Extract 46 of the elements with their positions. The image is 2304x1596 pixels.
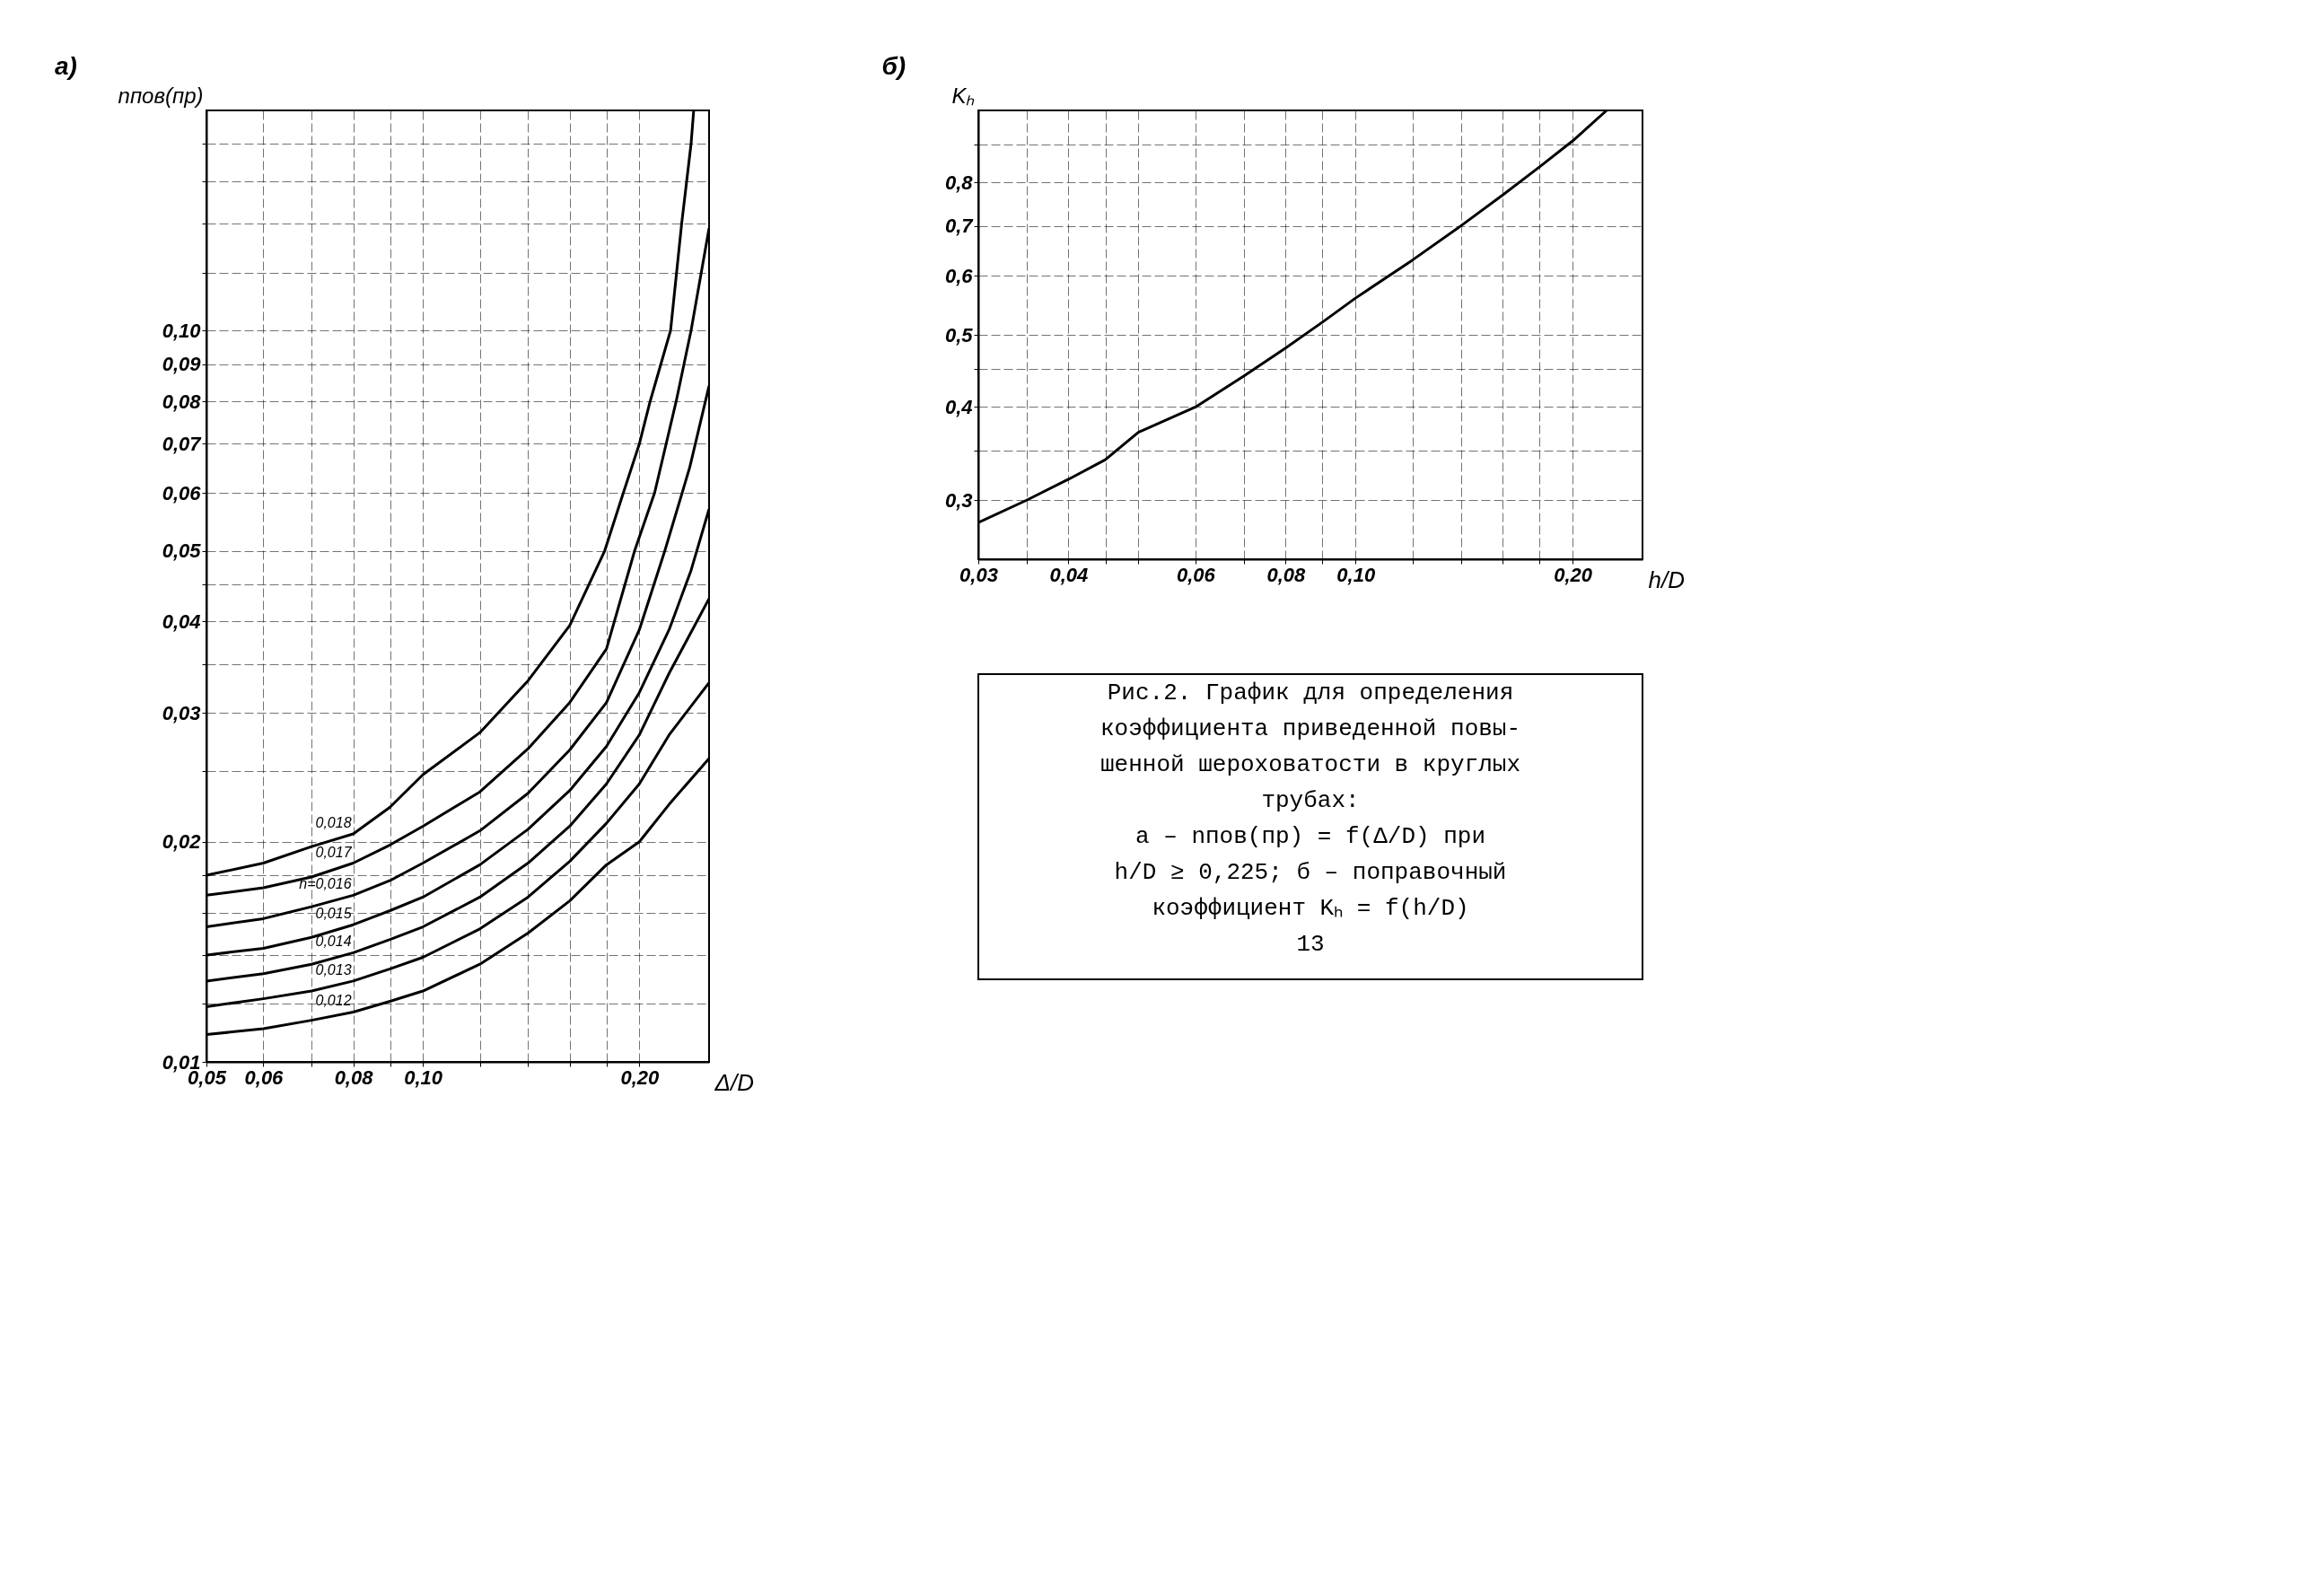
y-tick-label: 0,04 [162,609,201,633]
text: коэффициент Kₕ = f(h/D) [1152,895,1469,922]
series-label: 0,018 [315,815,352,830]
series-label: 0,013 [315,961,352,978]
series-label: 0,014 [315,934,352,950]
x-tick-label: 0,10 [1336,563,1376,586]
y-tick-label: 0,10 [162,319,202,342]
text: коэффициента приведенной повы- [1099,715,1521,742]
x-axis-title: Δ/D [714,1068,754,1096]
x-tick-label: 0,06 [244,1065,285,1089]
y-tick-label: 0,8 [944,171,974,194]
text: 13 [1296,931,1325,958]
text: шенной шероховатости в круглых [1099,751,1521,778]
chart-title: а) [55,52,77,80]
y-tick-label: 0,06 [162,481,202,504]
x-tick-label: 0,10 [404,1065,443,1089]
chart-title: б) [881,52,907,80]
x-tick-label: 0,08 [1266,563,1306,586]
y-tick-label: 0,02 [162,830,202,854]
y-tick-label: 0,07 [162,432,203,455]
x-tick-label: 0,06 [1177,563,1216,586]
y-tick-label: 0,5 [944,323,974,346]
y-tick-label: 0,4 [944,395,973,418]
text: трубах: [1261,787,1360,814]
y-axis-title: nпов(пр) [118,83,204,108]
x-tick-label: 0,04 [1049,563,1089,586]
series-label: 0,017 [315,844,353,860]
series-label: 0,012 [315,993,352,1009]
y-tick-label: 0,09 [162,353,202,376]
x-tick-label: 0,08 [334,1065,374,1089]
y-tick-label: 0,05 [162,539,202,563]
y-tick-label: 0,6 [944,264,974,287]
y-tick-label: 0,3 [944,488,973,512]
y-tick-label: 0,7 [944,215,975,238]
series-label: 0,015 [315,906,352,922]
x-tick-label: 0,03 [959,563,998,586]
text: h/D ≥ 0,225; б – поправочный [1114,859,1507,886]
text: а – nпов(пр) = f(Δ/D) при [1134,823,1486,850]
y-tick-label: 0,03 [162,701,201,724]
x-tick-label: 0,20 [620,1065,661,1089]
series-label: n=0,016 [299,876,352,892]
x-axis-title: h/D [1648,566,1685,593]
text: Рис.2. График для определения [1107,680,1514,706]
y-tick-label: 0,08 [162,390,202,413]
y-axis-title: Kₕ [951,83,976,108]
x-tick-label: 0,20 [1554,563,1593,586]
